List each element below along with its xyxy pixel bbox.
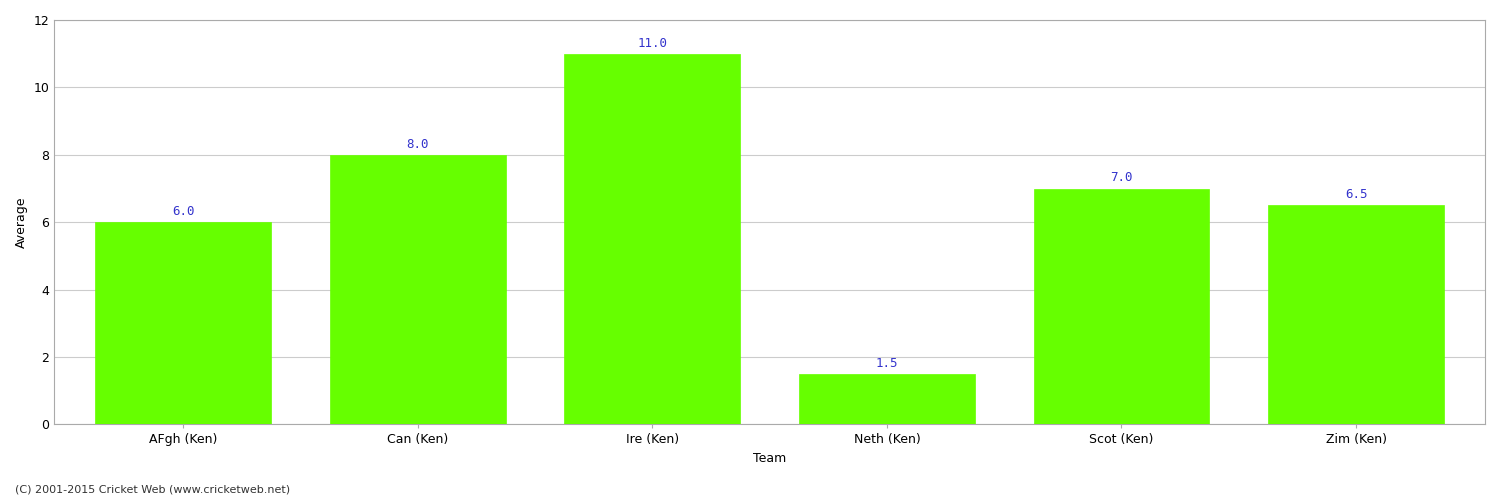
Y-axis label: Average: Average [15, 196, 28, 248]
Bar [330, 155, 506, 424]
Bar [1268, 206, 1444, 424]
X-axis label: Team: Team [753, 452, 786, 465]
Bar [800, 374, 975, 424]
Text: 6.0: 6.0 [172, 205, 195, 218]
Text: 1.5: 1.5 [876, 357, 898, 370]
Text: (C) 2001-2015 Cricket Web (www.cricketweb.net): (C) 2001-2015 Cricket Web (www.cricketwe… [15, 485, 290, 495]
Text: 7.0: 7.0 [1110, 172, 1132, 184]
Bar [96, 222, 272, 424]
Text: 6.5: 6.5 [1346, 188, 1368, 202]
Bar [1034, 188, 1209, 424]
Text: 8.0: 8.0 [406, 138, 429, 151]
Text: 11.0: 11.0 [638, 36, 668, 50]
Bar [564, 54, 741, 424]
